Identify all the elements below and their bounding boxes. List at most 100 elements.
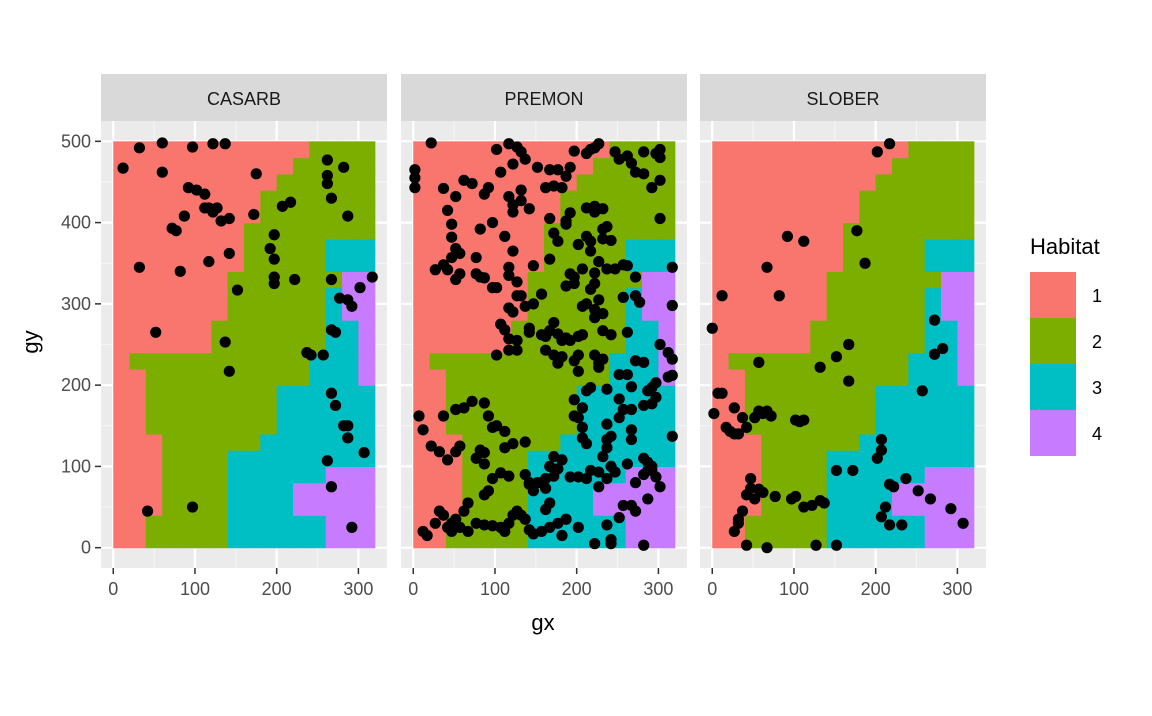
habitat-tile-1 [113,255,131,272]
habitat-tile-2 [260,417,278,435]
habitat-tile-1 [728,190,746,207]
data-point [223,247,235,260]
habitat-tile-2 [445,352,463,370]
habitat-tile-3 [859,515,877,533]
habitat-tile-2 [843,385,860,402]
habitat-tile-3 [358,385,376,402]
habitat-tile-2 [511,401,529,419]
data-point [634,296,646,308]
habitat-tile-3 [244,531,261,549]
habitat-tile-2 [826,401,844,419]
data-point [454,268,466,280]
habitat-tile-2 [227,336,245,354]
data-point [617,291,629,303]
habitat-tile-2 [527,352,545,370]
habitat-tile-1 [777,320,795,337]
habitat-tile-3 [293,433,310,451]
habitat-tile-1 [129,385,147,402]
habitat-tile-2 [875,238,893,256]
data-point [706,322,718,334]
habitat-tile-1 [712,255,730,272]
habitat-tile-2 [162,417,180,435]
habitat-tile-1 [429,190,447,207]
data-point [576,421,589,433]
data-point [441,264,454,276]
habitat-tile-2 [892,157,909,175]
habitat-tile-4 [642,515,659,533]
habitat-tile-2 [162,433,180,451]
data-point [568,394,580,406]
habitat-tile-4 [358,320,376,337]
habitat-tile-3 [859,498,877,516]
habitat-tile-2 [511,385,529,402]
data-point [141,505,154,517]
habitat-tile-2 [244,401,261,419]
data-point [580,438,593,450]
habitat-tile-2 [875,287,893,305]
habitat-tile-1 [162,255,180,272]
habitat-tile-1 [810,271,828,289]
data-point [568,355,580,367]
habitat-tile-2 [859,352,877,370]
habitat-tile-2 [194,515,212,533]
habitat-tile-2 [178,433,196,451]
habitat-tile-3 [642,255,659,272]
habitat-tile-2 [293,190,310,207]
habitat-tile-2 [560,303,578,321]
data-point [478,446,490,459]
habitat-tile-3 [941,385,958,402]
habitat-tile-2 [957,157,975,175]
habitat-tile-1 [194,238,212,256]
habitat-tile-2 [875,352,893,370]
habitat-tile-2 [511,482,529,500]
habitat-tile-1 [494,173,512,191]
habitat-tile-2 [260,190,278,207]
habitat-tile-1 [728,206,746,224]
habitat-tile-1 [892,141,909,159]
habitat-tile-1 [129,271,147,289]
habitat-tile-3 [908,368,926,386]
habitat-tile-1 [145,336,163,354]
data-point [625,157,638,169]
habitat-tile-3 [924,238,942,256]
habitat-tile-1 [194,303,212,321]
habitat-tile-3 [941,320,958,337]
data-point [425,440,437,452]
habitat-tile-2 [777,368,795,386]
data-point [773,290,785,302]
data-point [441,204,454,216]
habitat-tile-1 [113,401,131,419]
habitat-tile-1 [145,287,163,305]
habitat-tile-2 [162,531,180,549]
data-point [572,365,584,377]
habitat-tile-1 [462,238,480,256]
habitat-tile-2 [859,271,877,289]
habitat-tile-2 [244,417,261,435]
habitat-tile-3 [276,433,294,451]
data-point [621,326,633,338]
habitat-tile-3 [309,417,327,435]
habitat-tile-1 [712,531,730,549]
habitat-tile-2 [527,385,545,402]
data-point [470,452,482,464]
data-point [638,452,650,464]
data-point [576,402,589,414]
data-point [749,493,761,505]
habitat-tile-2 [194,352,212,370]
habitat-tile-2 [162,352,180,370]
data-point [433,446,446,458]
habitat-tile-4 [342,271,359,289]
habitat-tile-3 [924,401,942,419]
habitat-tile-2 [244,336,261,354]
habitat-tile-2 [325,206,343,224]
data-point [531,161,544,173]
habitat-tile-2 [908,336,926,354]
habitat-tile-1 [429,531,447,549]
facet-strip [700,74,986,121]
habitat-tile-1 [744,271,762,289]
habitat-tile-4 [658,531,676,549]
habitat-tile-3 [892,531,909,549]
habitat-tile-2 [162,515,180,533]
data-point [753,483,765,495]
habitat-tile-1 [712,190,730,207]
